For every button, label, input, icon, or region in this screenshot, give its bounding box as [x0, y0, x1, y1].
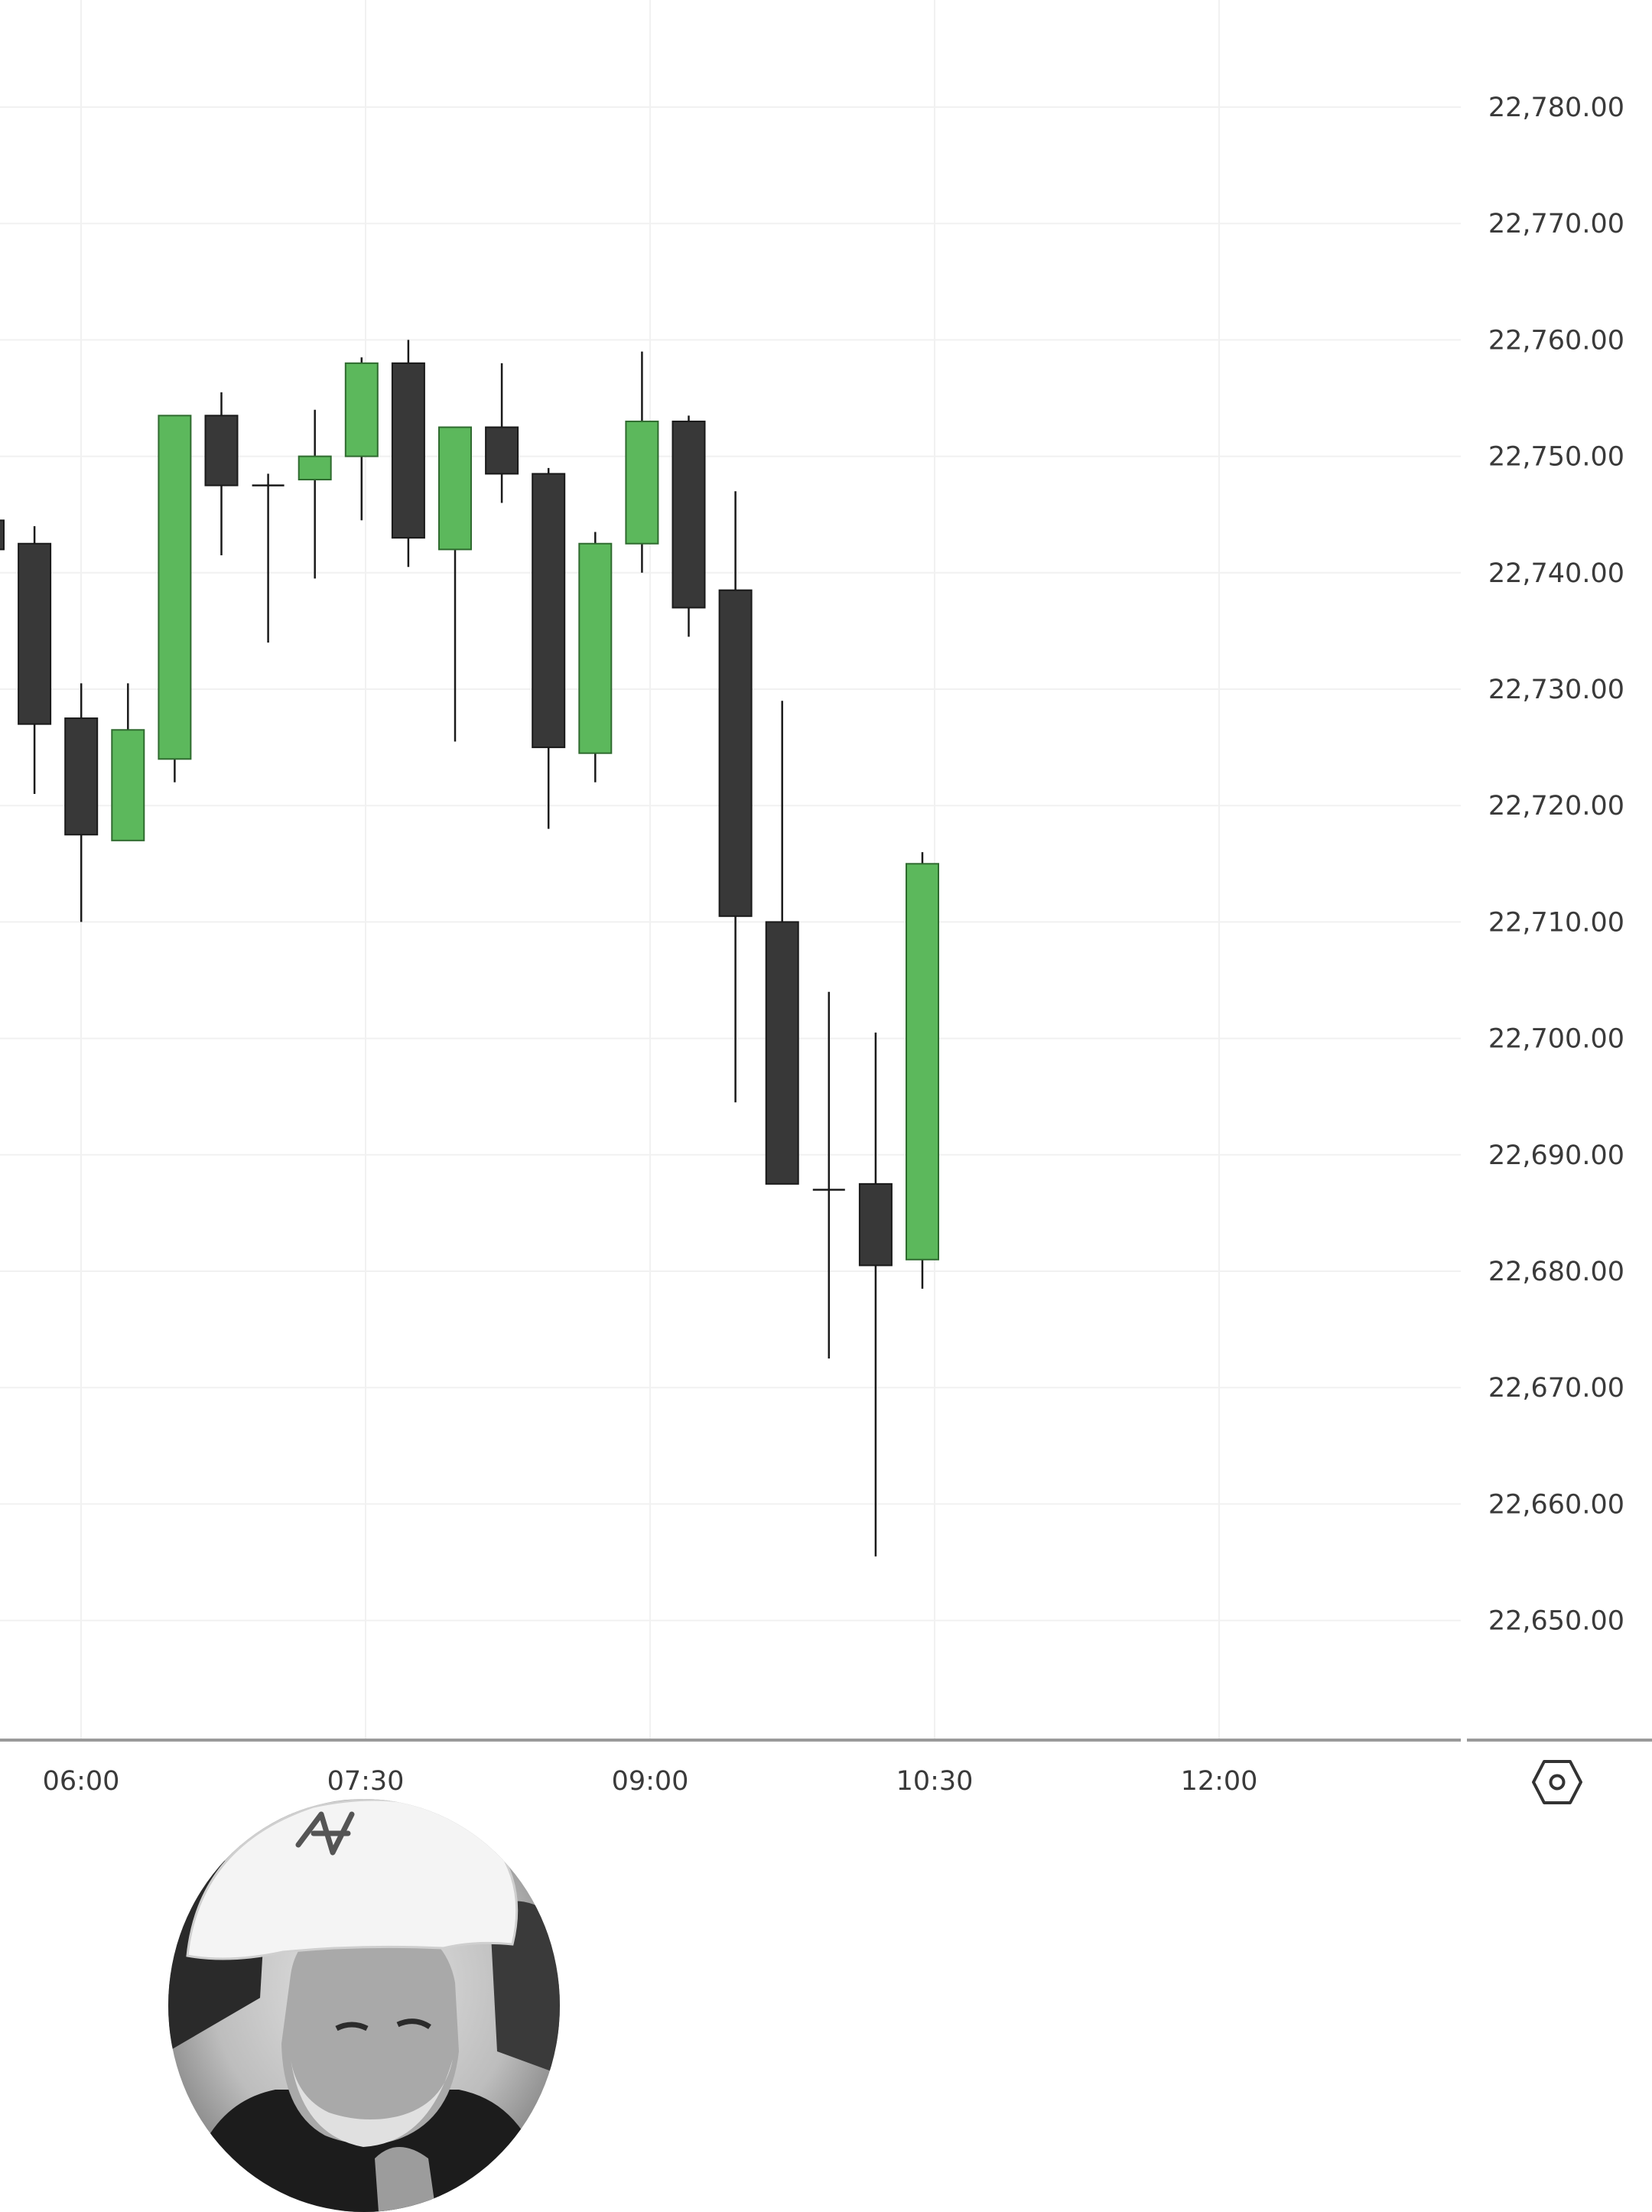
candle-body-bearish	[18, 542, 52, 725]
candle-body-bearish	[672, 420, 706, 609]
candle	[812, 991, 845, 1359]
price-tick-label: 22,710.00	[1488, 907, 1624, 938]
price-tick-label: 22,680.00	[1488, 1257, 1624, 1287]
candle-body-bearish	[765, 921, 799, 1185]
candle-body-bearish	[485, 426, 519, 475]
candle-body-bearish	[0, 519, 5, 551]
face	[281, 1918, 459, 2145]
candle	[391, 340, 425, 568]
presenter-avatar	[168, 1799, 560, 2212]
candle	[578, 532, 613, 782]
price-tick-label: 22,690.00	[1488, 1140, 1624, 1171]
candle-body-bullish	[111, 729, 145, 841]
candle	[204, 392, 239, 555]
time-tick-label: 09:00	[612, 1766, 689, 1797]
candle-body-bullish	[438, 426, 472, 551]
candle	[0, 519, 5, 551]
candle	[18, 525, 52, 794]
candle	[858, 1032, 893, 1557]
price-tick-label: 22,650.00	[1488, 1606, 1624, 1637]
candle-body-bearish	[391, 362, 425, 539]
cap-logo	[295, 1811, 355, 1856]
hexagon-settings-icon	[1532, 1760, 1582, 1804]
candle-body-bullish	[298, 455, 332, 481]
candle	[765, 701, 799, 1185]
price-tick-label: 22,730.00	[1488, 675, 1624, 705]
candle	[298, 409, 332, 579]
price-tick-label: 22,760.00	[1488, 325, 1624, 356]
candle-body-bullish	[344, 362, 379, 457]
hand	[375, 2147, 436, 2212]
candles	[0, 340, 939, 1557]
time-tick-label: 12:00	[1181, 1766, 1258, 1797]
time-tick-label: 10:30	[896, 1766, 974, 1797]
time-tick-label: 07:30	[327, 1766, 405, 1797]
candle	[532, 467, 566, 829]
candle	[111, 683, 145, 841]
cap	[186, 1799, 519, 1960]
candle-body-bearish	[204, 415, 239, 486]
candle	[906, 852, 939, 1289]
candle	[485, 363, 519, 503]
candle-body-bullish	[906, 863, 939, 1261]
price-tick-label: 22,660.00	[1488, 1489, 1624, 1520]
candle-body-bullish	[158, 415, 192, 760]
candle	[438, 426, 472, 742]
chart-settings-button[interactable]	[1525, 1755, 1589, 1810]
candle	[64, 683, 99, 922]
price-tick-label: 22,780.00	[1488, 93, 1624, 123]
beard	[291, 2059, 453, 2147]
candle-body-bearish	[858, 1182, 893, 1267]
candle	[625, 351, 659, 573]
candle-body-bullish	[578, 542, 613, 754]
presenter-webcam-overlay	[168, 1799, 560, 2212]
candle	[158, 415, 192, 782]
price-tick-label: 22,750.00	[1488, 442, 1624, 473]
price-tick-label: 22,720.00	[1488, 791, 1624, 821]
candle-body-bearish	[64, 717, 99, 836]
price-axis[interactable]: 22,780.00 22,770.00 22,760.00 22,750.00 22,7…	[1488, 93, 1624, 1637]
candle-body-bearish	[532, 473, 566, 749]
time-axis[interactable]: 06:00 07:30 09:00 10:30 12:00	[43, 1766, 1258, 1797]
candle	[344, 357, 379, 521]
candle	[672, 415, 706, 637]
price-tick-label: 22,670.00	[1488, 1373, 1624, 1404]
shirt	[184, 2090, 551, 2212]
candle-body-bullish	[625, 420, 659, 545]
time-tick-label: 06:00	[43, 1766, 120, 1797]
candle	[718, 491, 753, 1103]
price-tick-label: 22,740.00	[1488, 558, 1624, 589]
price-tick-label: 22,770.00	[1488, 209, 1624, 239]
candle	[252, 473, 285, 643]
candle-body-bearish	[718, 589, 753, 917]
price-tick-label: 22,700.00	[1488, 1024, 1624, 1055]
grid-lines	[0, 0, 1461, 1740]
